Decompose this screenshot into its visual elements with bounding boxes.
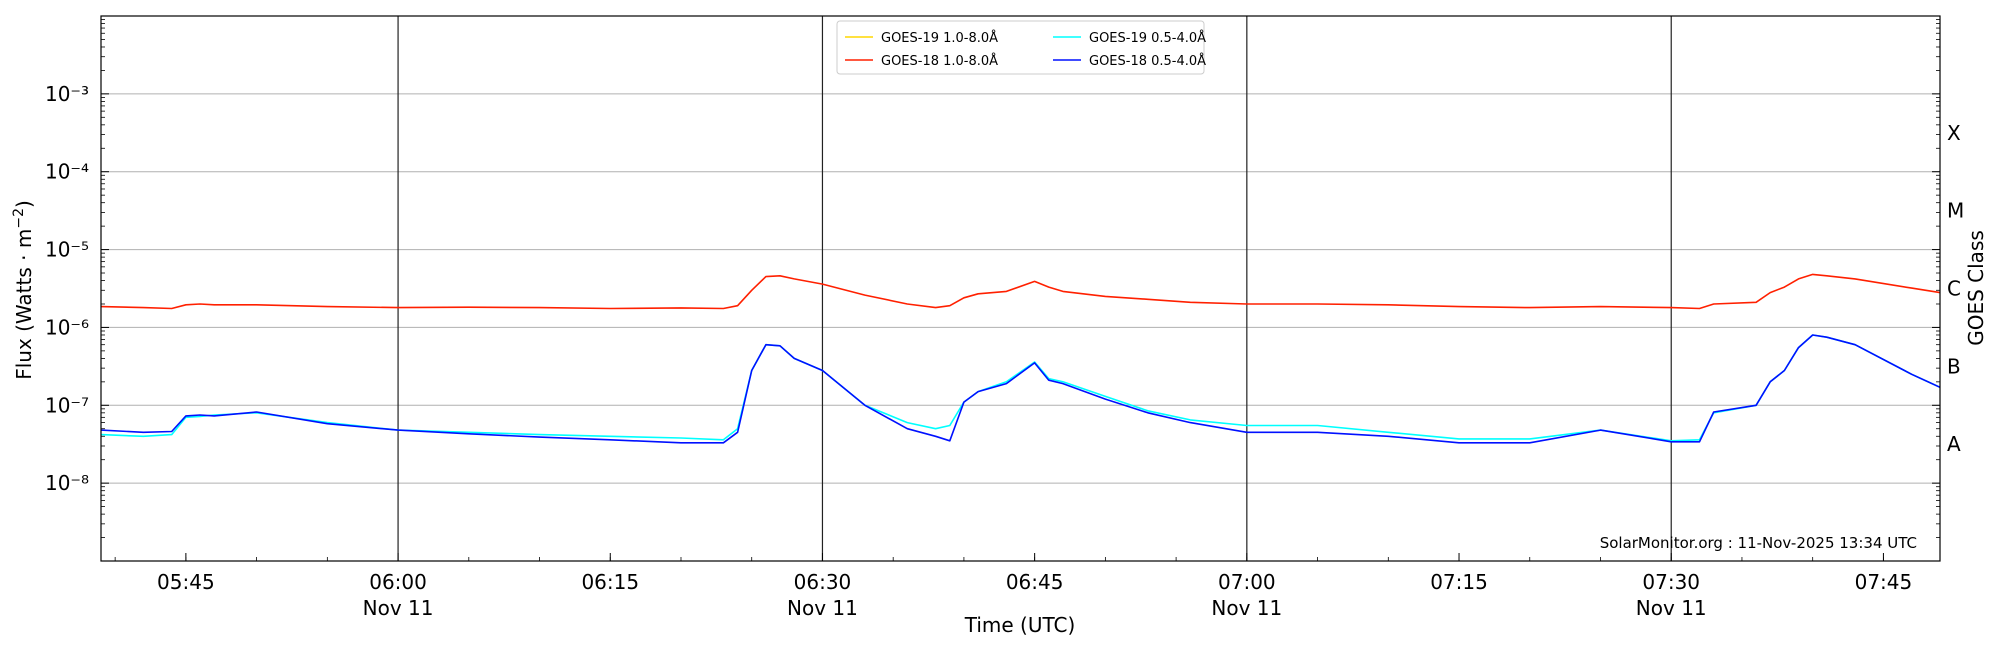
legend-items: GOES-19 1.0-8.0Å GOES-19 0.5-4.0Å GOES-18 … <box>845 30 1206 69</box>
legend: GOES-19 1.0-8.0Å GOES-19 0.5-4.0Å GOES-18 … <box>836 20 1206 75</box>
series-line-3 <box>100 334 1941 444</box>
goes-class-label: A <box>1947 432 1961 456</box>
legend-label: GOES-18 0.5-4.0Å <box>1089 53 1206 69</box>
watermark-text: SolarMonitor.org : 11-Nov-2025 13:34 UTC <box>1600 534 1917 552</box>
y-axis-label-exponent: −2 <box>11 208 27 229</box>
x-tick-label: 06:30 <box>794 570 852 594</box>
y-tick-label: 10⁻⁸ <box>45 471 89 495</box>
y-tick-label: 10⁻⁵ <box>45 238 89 262</box>
x-tick-date-label: Nov 11 <box>1636 596 1707 620</box>
series-line-2 <box>100 334 1941 442</box>
x-tick-date-label: Nov 11 <box>787 596 858 620</box>
y-tick-label: 10⁻³ <box>45 82 89 106</box>
legend-label: GOES-18 1.0-8.0Å <box>881 53 998 69</box>
x-tick-label: 06:15 <box>581 570 639 594</box>
x-tick-label: 07:00 <box>1218 570 1276 594</box>
x-tick-label: 05:45 <box>157 570 215 594</box>
x-tick-label: 07:45 <box>1855 570 1913 594</box>
goes-class-label: B <box>1947 354 1961 378</box>
x-tick-date-label: Nov 11 <box>363 596 434 620</box>
grid-layer <box>101 93 1940 484</box>
goes-class-axis-label: GOES Class <box>1964 230 1988 346</box>
y-tick-label: 10⁻⁷ <box>45 393 89 417</box>
goes-class-label: C <box>1947 277 1961 301</box>
y-tick-label: 10⁻⁴ <box>45 160 89 184</box>
series-layer <box>100 273 1941 444</box>
x-tick-label: 07:15 <box>1430 570 1488 594</box>
legend-label: GOES-19 0.5-4.0Å <box>1089 30 1206 46</box>
x-tick-label: 06:00 <box>369 570 427 594</box>
day-boundary-lines <box>397 16 1672 561</box>
x-axis-label: Time (UTC) <box>964 613 1076 637</box>
goes-class-label: X <box>1947 121 1961 145</box>
legend-label: GOES-19 1.0-8.0Å <box>881 30 998 46</box>
legend-box <box>836 20 1205 75</box>
goes-class-label: M <box>1947 199 1964 223</box>
x-tick-label: 07:30 <box>1642 570 1700 594</box>
y-tick-label: 10⁻⁶ <box>45 315 89 339</box>
plot-frame <box>100 15 1941 562</box>
x-tick-date-label: Nov 11 <box>1211 596 1282 620</box>
y-axis-label: Flux (Watts · m−2) <box>11 200 36 380</box>
x-tick-label: 06:45 <box>1006 570 1064 594</box>
series-line-1 <box>100 273 1941 310</box>
